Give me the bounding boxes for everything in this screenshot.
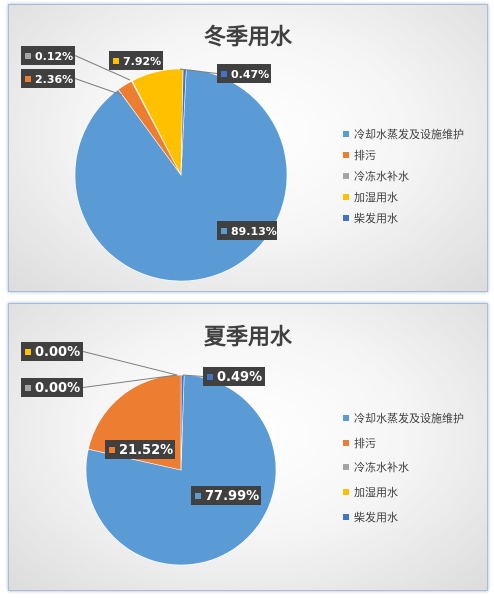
data-label-box-cooling: [217, 221, 277, 240]
legend-label: 冷冻水补水: [354, 169, 409, 183]
legend-swatch: [343, 130, 349, 137]
legend-swatch: [343, 151, 349, 158]
summer-chart-panel: 77.99% 21.52% 0.00% 0.00% 0.49% 夏季用水 冷却水蒸发及设…: [8, 303, 488, 591]
legend-swatch: [343, 193, 349, 200]
data-label-key-humidification: [25, 349, 31, 355]
legend-item-cooling: 冷却水蒸发及设施维护: [343, 406, 464, 431]
legend-swatch: [343, 489, 349, 496]
legend-item-blowdown: 排污: [343, 144, 464, 165]
data-label-key-diesel: [221, 71, 227, 77]
data-label-box-chilled-makeup: [21, 46, 75, 65]
legend-swatch: [343, 464, 349, 471]
winter-pie-chart: 89.13% 2.36% 0.12% 7.92% 0.47%: [21, 46, 288, 282]
data-label-humidification: 7.92%: [123, 55, 161, 68]
legend-label: 排污: [354, 436, 376, 450]
legend-swatch: [343, 513, 349, 520]
data-label-box-chilled-makeup: [21, 378, 83, 397]
legend-swatch: [343, 214, 349, 221]
legend-item-diesel: 柴发用水: [343, 504, 464, 529]
legend-item-cooling: 冷却水蒸发及设施维护: [343, 123, 464, 144]
data-label-key-blowdown: [109, 447, 115, 453]
data-label-blowdown: 21.52%: [119, 443, 173, 458]
data-label-box-blowdown: [21, 69, 75, 88]
legend-label: 柴发用水: [354, 211, 398, 225]
data-label-box-blowdown: [105, 440, 175, 459]
legend-swatch: [343, 415, 349, 422]
legend-label: 冷却水蒸发及设施维护: [354, 412, 464, 426]
legend-item-humidification: 加湿用水: [343, 186, 464, 207]
leader-line-blowdown: [74, 78, 123, 96]
data-label-key-chilled-makeup: [25, 53, 31, 59]
data-label-key-humidification: [113, 58, 119, 64]
legend-item-blowdown: 排污: [343, 431, 464, 456]
winter-chart-panel: 89.13% 2.36% 0.12% 7.92% 0.47% 冬季用水 冷却水蒸发及设施…: [8, 4, 488, 292]
leader-line-diesel: [179, 68, 218, 74]
data-label-box-diesel: [203, 367, 265, 386]
legend-item-chilled-makeup: 冷冻水补水: [343, 455, 464, 480]
legend-label: 排污: [354, 148, 376, 162]
legend-label: 加湿用水: [354, 486, 398, 500]
legend-item-humidification: 加湿用水: [343, 480, 464, 505]
data-label-box-cooling: [191, 486, 261, 505]
legend-swatch: [343, 439, 349, 446]
data-label-blowdown: 2.36%: [35, 73, 73, 86]
legend-label: 冷却水蒸发及设施维护: [354, 127, 464, 141]
winter-chart-title: 冬季用水: [203, 25, 292, 50]
data-label-box-humidification: [21, 342, 83, 361]
data-label-box-diesel: [217, 64, 271, 83]
legend-item-chilled-makeup: 冷冻水补水: [343, 165, 464, 186]
summer-pie-chart: 77.99% 21.52% 0.00% 0.00% 0.49%: [21, 342, 277, 566]
leader-line-humidification: [82, 351, 178, 376]
summer-chart-title: 夏季用水: [203, 325, 292, 350]
data-label-chilled-makeup: 0.00%: [35, 381, 80, 396]
data-label-chilled-makeup: 0.12%: [35, 50, 73, 63]
legend-swatch: [343, 172, 349, 179]
data-label-key-chilled-makeup: [25, 385, 31, 391]
data-label-diesel: 0.49%: [217, 370, 262, 385]
legend-item-diesel: 柴发用水: [343, 207, 464, 228]
leader-line-diesel: [182, 374, 204, 377]
data-label-cooling: 77.99%: [205, 489, 259, 504]
leader-line-chilled-makeup: [74, 55, 131, 81]
data-label-key-diesel: [207, 374, 213, 380]
legend-label: 冷冻水补水: [354, 461, 409, 475]
data-label-key-cooling: [221, 228, 227, 234]
winter-legend: 冷却水蒸发及设施维护 排污 冷冻水补水 加湿用水 柴发用水: [343, 123, 464, 228]
data-label-diesel: 0.47%: [231, 68, 269, 81]
data-label-box-humidification: [109, 51, 163, 70]
legend-label: 柴发用水: [354, 510, 398, 524]
data-label-key-blowdown: [25, 76, 31, 82]
summer-legend: 冷却水蒸发及设施维护 排污 冷冻水补水 加湿用水 柴发用水: [343, 406, 464, 529]
data-label-cooling: 89.13%: [231, 225, 277, 238]
legend-label: 加湿用水: [354, 190, 398, 204]
data-label-key-cooling: [195, 493, 201, 499]
data-label-humidification: 0.00%: [35, 345, 80, 360]
leader-line-chilled-makeup: [82, 374, 178, 388]
